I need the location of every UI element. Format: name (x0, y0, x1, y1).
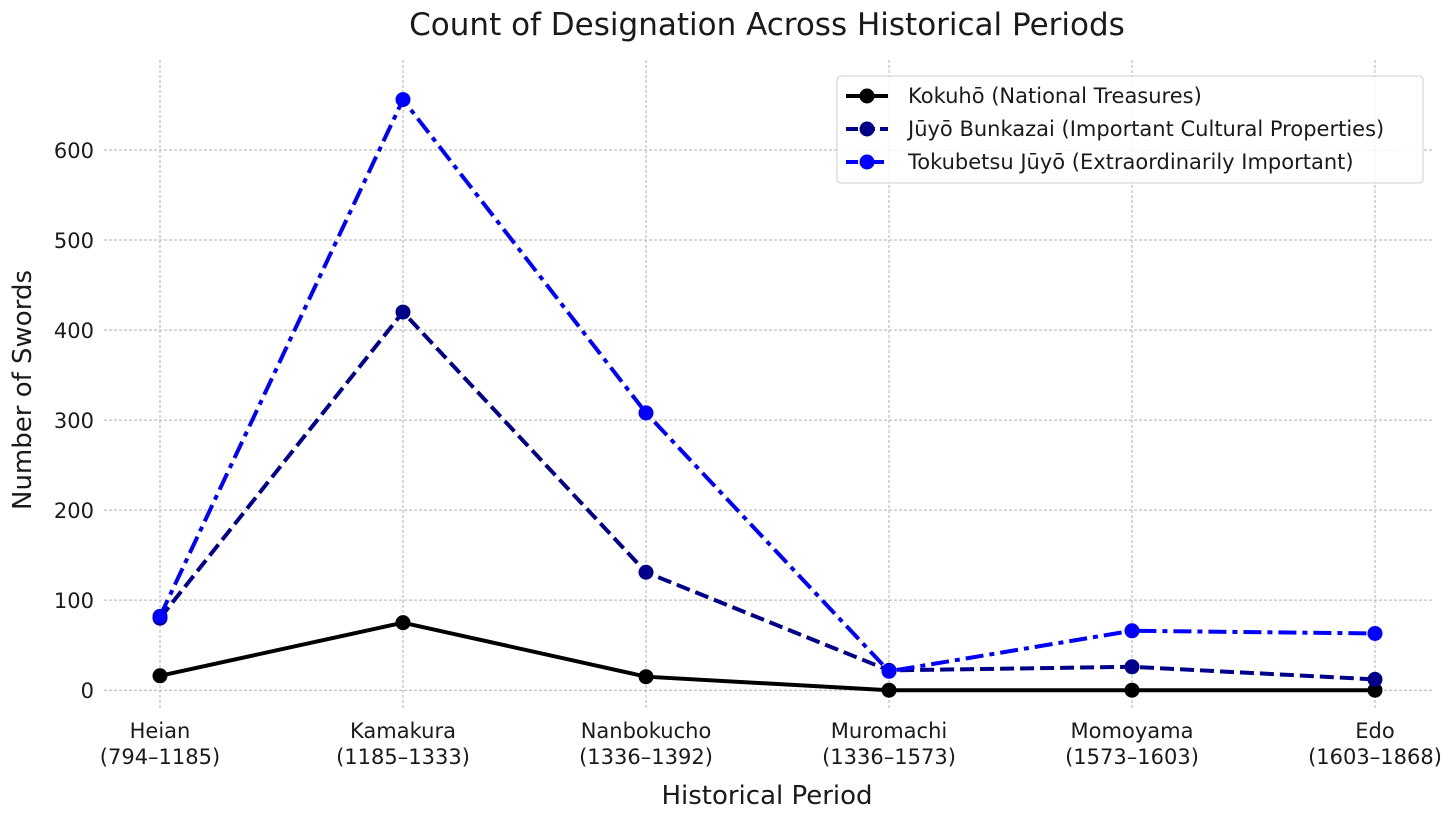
x-tick-range: (1336–1573) (822, 745, 956, 769)
x-tick-range: (1603–1868) (1308, 745, 1442, 769)
legend-marker (859, 121, 875, 137)
chart-title: Count of Designation Across Historical P… (409, 7, 1125, 43)
legend-item: Tokubetsu Jūyō (Extraordinarily Importan… (846, 150, 1354, 174)
data-point (1124, 623, 1140, 639)
y-tick-label: 500 (54, 229, 94, 253)
y-tick-label: 400 (54, 319, 94, 343)
x-tick-range: (1185–1333) (336, 745, 470, 769)
data-point (881, 682, 897, 698)
tick-labels: Heian(794–1185) Kamakura(1185–1333) Nanbok… (54, 139, 1442, 769)
legend-item: Jūyō Bunkazai (Important Cultural Proper… (846, 117, 1384, 141)
data-point (395, 92, 411, 108)
legend-frame (836, 75, 1424, 184)
data-point (1367, 682, 1383, 698)
series-line (159, 620, 1375, 693)
y-axis-label: Number of Swords (8, 270, 38, 510)
gridlines (104, 60, 1434, 710)
legend-marker (859, 88, 875, 104)
x-tick-range: (1336–1392) (579, 745, 713, 769)
data-point (638, 669, 654, 685)
data-point (152, 608, 168, 624)
data-point (152, 668, 168, 684)
x-tick-label: Kamakura (350, 719, 456, 743)
x-tick-label: Muromachi (831, 719, 947, 743)
x-tick-range: (794–1185) (100, 745, 220, 769)
x-tick-label: Momoyama (1071, 719, 1194, 743)
data-point (1124, 659, 1140, 675)
data-point (881, 663, 897, 679)
y-tick-label: 600 (54, 139, 94, 163)
data-point (1367, 671, 1383, 687)
series-lines (152, 92, 1383, 698)
series-line (158, 310, 1376, 682)
series-3 (152, 92, 1383, 679)
legend-marker (859, 154, 875, 170)
y-tick-label: 300 (54, 409, 94, 433)
x-tick-range: (1573–1603) (1065, 745, 1199, 769)
x-tick-label: Heian (130, 719, 191, 743)
legend: Kokuhō (National Treasures) Jūyō Bunkazai… (836, 75, 1424, 184)
data-point (638, 564, 654, 580)
x-tick-label: Nanbokucho (581, 719, 712, 743)
legend-label: Jūyō Bunkazai (Important Cultural Proper… (906, 117, 1384, 141)
legend-item: Kokuhō (National Treasures) (846, 84, 1202, 108)
legend-label: Kokuhō (National Treasures) (908, 84, 1202, 108)
data-point (395, 615, 411, 631)
y-tick-label: 200 (54, 499, 94, 523)
y-tick-label: 100 (54, 589, 94, 613)
y-tick-label: 0 (81, 679, 94, 703)
series-line (158, 97, 1376, 674)
x-axis-label: Historical Period (661, 781, 872, 811)
legend-label: Tokubetsu Jūyō (Extraordinarily Importan… (907, 150, 1354, 174)
data-point (395, 304, 411, 320)
data-point (1124, 682, 1140, 698)
x-tick-label: Edo (1355, 719, 1394, 743)
series-1 (152, 615, 1383, 698)
data-point (638, 405, 654, 421)
data-point (1367, 625, 1383, 641)
